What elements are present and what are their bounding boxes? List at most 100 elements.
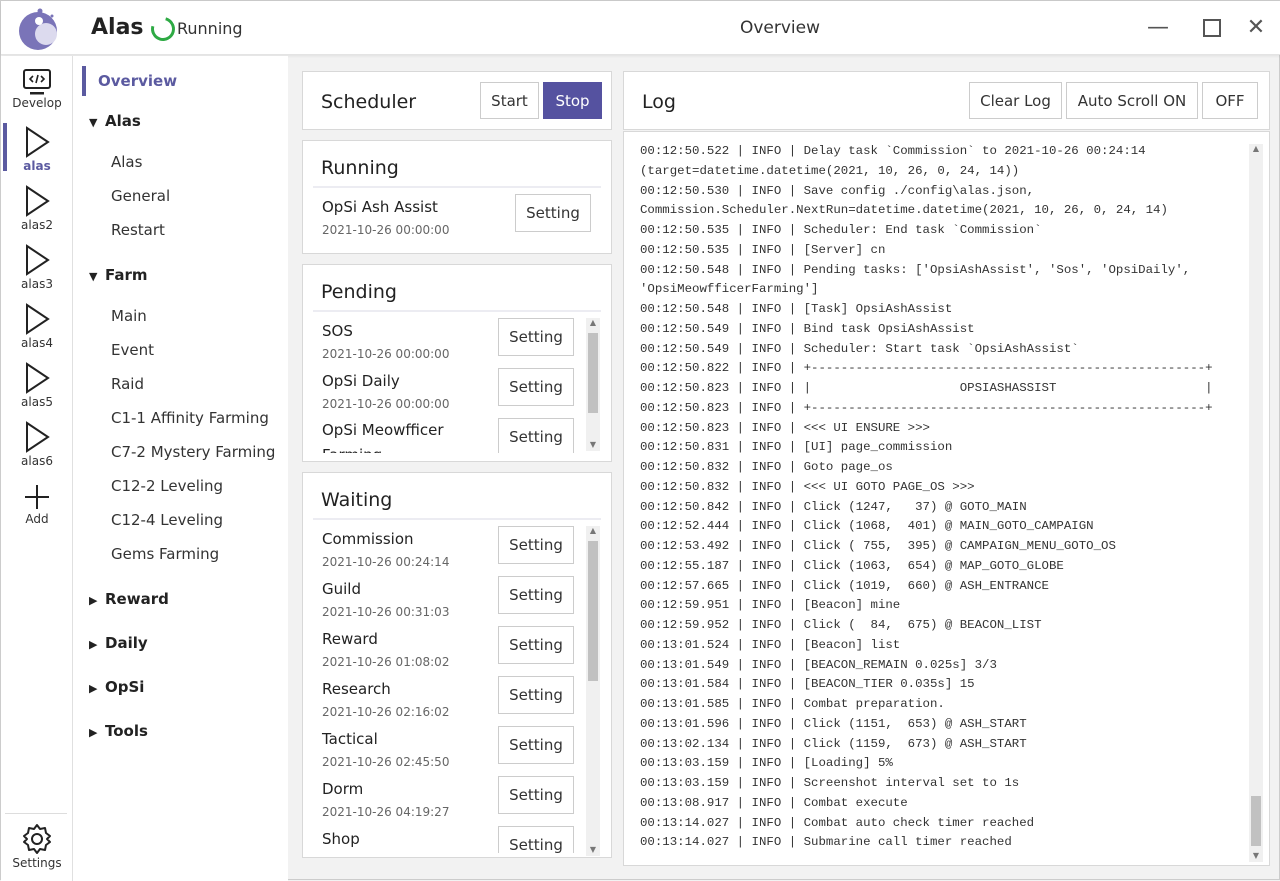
nav-item[interactable]: C12-2 Leveling xyxy=(111,477,224,495)
log-output[interactable]: 00:12:50.522 | INFO | Delay task `Commis… xyxy=(623,131,1270,866)
menu-sidebar: Overview ▼ Alas Alas General Restart ▼ Far… xyxy=(73,56,288,881)
setting-button[interactable]: Setting xyxy=(498,626,574,664)
caret-down-icon: ▼ xyxy=(89,116,98,129)
log-line: 00:12:50.548 | INFO | [Task] OpsiAshAssi… xyxy=(640,302,953,316)
setting-button[interactable]: Setting xyxy=(498,318,574,356)
setting-button[interactable]: Setting xyxy=(498,576,574,614)
pending-title: Pending xyxy=(321,281,397,303)
instance-alas2[interactable]: alas2 xyxy=(1,182,73,238)
instance-alas3[interactable]: alas3 xyxy=(1,241,73,297)
divider xyxy=(313,186,601,188)
instance-alas6[interactable]: alas6 xyxy=(1,418,73,474)
auto-scroll-off-button[interactable]: OFF xyxy=(1202,82,1258,119)
task-name: SOS xyxy=(322,322,353,340)
log-line: 00:13:01.596 | INFO | Click (1151, 653) … xyxy=(640,716,1027,731)
auto-scroll-on-button[interactable]: Auto Scroll ON xyxy=(1066,82,1198,119)
group-label: Tools xyxy=(105,722,148,740)
task-item: OpSi Ash Assist 2021-10-26 00:00:00 Sett… xyxy=(322,194,592,248)
nav-item[interactable]: Event xyxy=(111,341,154,359)
setting-button[interactable]: Setting xyxy=(515,194,591,232)
task-item: Tactical 2021-10-26 02:45:50 Setting xyxy=(322,726,592,780)
add-instance-button[interactable]: Add xyxy=(1,480,73,536)
log-line: 00:12:50.831 | INFO | [UI] page_commissi… xyxy=(640,440,953,455)
instance-alas[interactable]: alas xyxy=(1,123,73,179)
task-time: 2021-10-26 04:19:27 xyxy=(322,805,450,819)
task-time: 2021-10-26 02:16:02 xyxy=(322,705,450,719)
instance-label: alas5 xyxy=(21,395,53,409)
setting-button[interactable]: Setting xyxy=(498,418,574,453)
task-name: OpSi Ash Assist xyxy=(322,198,438,216)
log-line: 00:12:50.549 | INFO | Scheduler: Start t… xyxy=(640,341,1079,356)
task-time: 2021-10-26 00:24:14 xyxy=(322,555,450,569)
setting-button[interactable]: Setting xyxy=(498,676,574,714)
task-item: OpSi Meowfficer Farming Setting xyxy=(322,418,592,453)
nav-item[interactable]: C1-1 Affinity Farming xyxy=(111,409,269,427)
nav-group-daily[interactable]: ▶ Daily xyxy=(89,634,148,652)
scheduler-title: Scheduler xyxy=(321,91,417,113)
task-name: Tactical xyxy=(322,730,378,748)
title-bar: Alas Running Overview — ✕ xyxy=(1,1,1280,55)
log-line: 00:13:01.584 | INFO | [BEACON_TIER 0.035… xyxy=(640,677,975,692)
develop-label: Develop xyxy=(12,96,62,110)
app-title: Alas xyxy=(91,15,144,40)
task-time: 2021-10-26 00:00:00 xyxy=(322,397,450,411)
settings-button[interactable]: Settings xyxy=(1,820,73,876)
log-line: 00:12:50.822 | INFO | +-----------------… xyxy=(640,361,1213,376)
log-line: 00:12:50.522 | INFO | Delay task `Commis… xyxy=(640,144,1146,158)
nav-overview[interactable]: Overview xyxy=(82,66,177,96)
log-line: 00:12:52.444 | INFO | Click (1068, 401) … xyxy=(640,519,1094,534)
start-button[interactable]: Start xyxy=(480,82,539,119)
nav-item[interactable]: C7-2 Mystery Farming xyxy=(111,443,276,461)
instance-alas4[interactable]: alas4 xyxy=(1,300,73,356)
pending-scrollbar[interactable]: ▲ ▼ xyxy=(586,318,600,451)
log-line: 00:12:59.952 | INFO | Click ( 84, 675) @… xyxy=(640,618,1042,632)
setting-button[interactable]: Setting xyxy=(498,726,574,764)
instance-label: alas3 xyxy=(21,277,53,291)
waiting-list: Commission 2021-10-26 00:24:14 Setting Gui… xyxy=(303,523,611,853)
nav-group-opsi[interactable]: ▶ OpSi xyxy=(89,678,144,696)
nav-item[interactable]: Main xyxy=(111,307,147,325)
log-scrollbar[interactable]: ▲ ▼ xyxy=(1249,144,1263,862)
log-line: 00:12:50.548 | INFO | Pending tasks: ['O… xyxy=(640,262,1191,277)
log-line: 00:12:50.823 | INFO | | OPSIASHASSIST | xyxy=(640,381,1213,395)
nav-item[interactable]: Raid xyxy=(111,375,144,393)
pending-list: SOS 2021-10-26 00:00:00 Setting OpSi Daily… xyxy=(303,315,611,453)
develop-button[interactable]: Develop xyxy=(1,66,73,122)
plus-icon xyxy=(25,485,49,509)
nav-group-tools[interactable]: ▶ Tools xyxy=(89,722,148,740)
nav-item[interactable]: General xyxy=(111,187,171,205)
nav-item[interactable]: Alas xyxy=(111,153,143,171)
log-text: 00:12:50.522 | INFO | Delay task `Commis… xyxy=(640,142,1250,853)
setting-button[interactable]: Setting xyxy=(498,776,574,814)
instance-alas5[interactable]: alas5 xyxy=(1,359,73,415)
log-line: 00:12:57.665 | INFO | Click (1019, 660) … xyxy=(640,578,1049,593)
task-time: 2021-10-26 00:00:00 xyxy=(322,347,450,361)
waiting-scrollbar[interactable]: ▲ ▼ xyxy=(586,526,600,856)
nav-group-alas[interactable]: ▼ Alas xyxy=(89,112,141,130)
nav-item[interactable]: Gems Farming xyxy=(111,545,220,563)
alas-logo xyxy=(19,8,57,50)
waiting-card: Waiting Commission 2021-10-26 00:24:14 Set… xyxy=(302,472,612,858)
task-time: 2021-10-26 01:08:02 xyxy=(322,655,450,669)
maximize-button[interactable] xyxy=(1199,15,1225,41)
log-header-card: Log Clear Log Auto Scroll ON OFF xyxy=(623,71,1270,130)
nav-item[interactable]: Restart xyxy=(111,221,165,239)
minimize-button[interactable]: — xyxy=(1147,15,1169,40)
caret-right-icon: ▶ xyxy=(89,594,98,607)
task-name: Research xyxy=(322,680,391,698)
play-icon xyxy=(26,362,50,394)
setting-button[interactable]: Setting xyxy=(498,826,574,853)
clear-log-button[interactable]: Clear Log xyxy=(969,82,1062,119)
setting-button[interactable]: Setting xyxy=(498,526,574,564)
stop-button[interactable]: Stop xyxy=(543,82,602,119)
task-name: Guild xyxy=(322,580,361,598)
nav-group-farm[interactable]: ▼ Farm xyxy=(89,266,148,284)
task-item: OpSi Daily 2021-10-26 00:00:00 Setting xyxy=(322,368,592,422)
nav-group-reward[interactable]: ▶ Reward xyxy=(89,590,169,608)
page-title: Overview xyxy=(739,18,821,38)
setting-button[interactable]: Setting xyxy=(498,368,574,406)
nav-item[interactable]: C12-4 Leveling xyxy=(111,511,224,529)
caret-right-icon: ▶ xyxy=(89,726,98,739)
log-line: 00:13:08.917 | INFO | Combat execute xyxy=(640,795,908,810)
close-button[interactable]: ✕ xyxy=(1246,15,1266,40)
